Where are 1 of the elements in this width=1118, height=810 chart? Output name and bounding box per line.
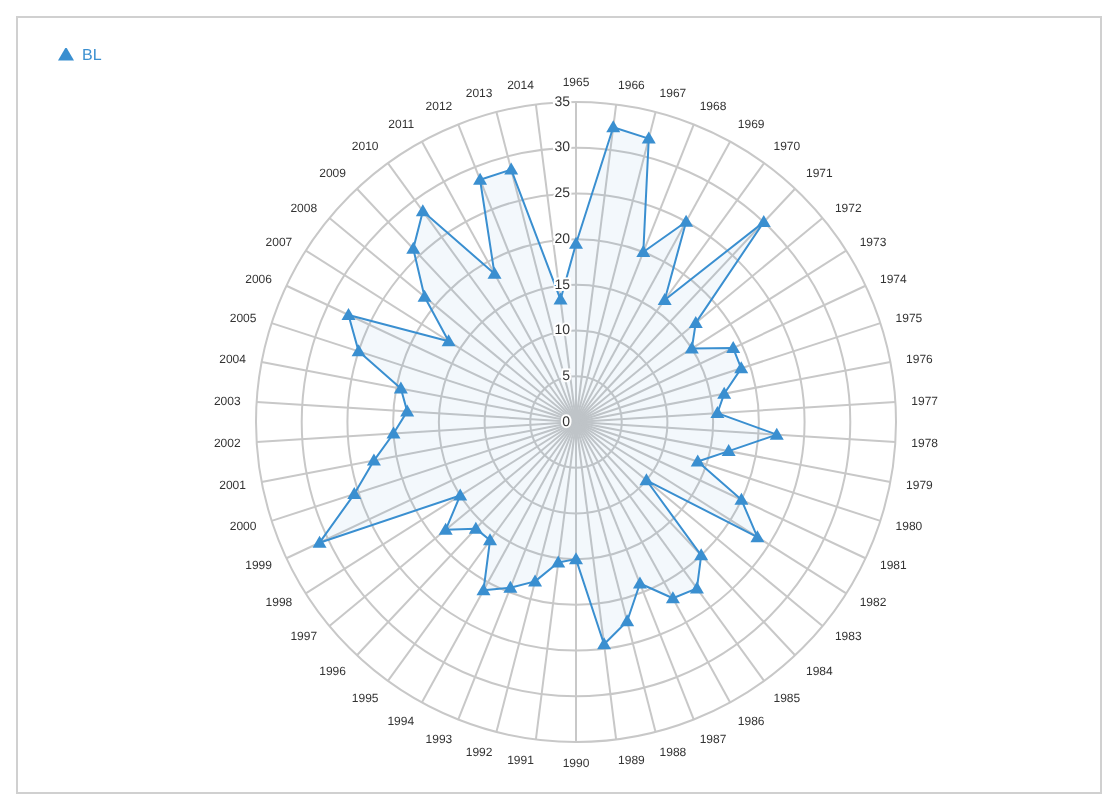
legend-label: BL — [82, 46, 102, 64]
